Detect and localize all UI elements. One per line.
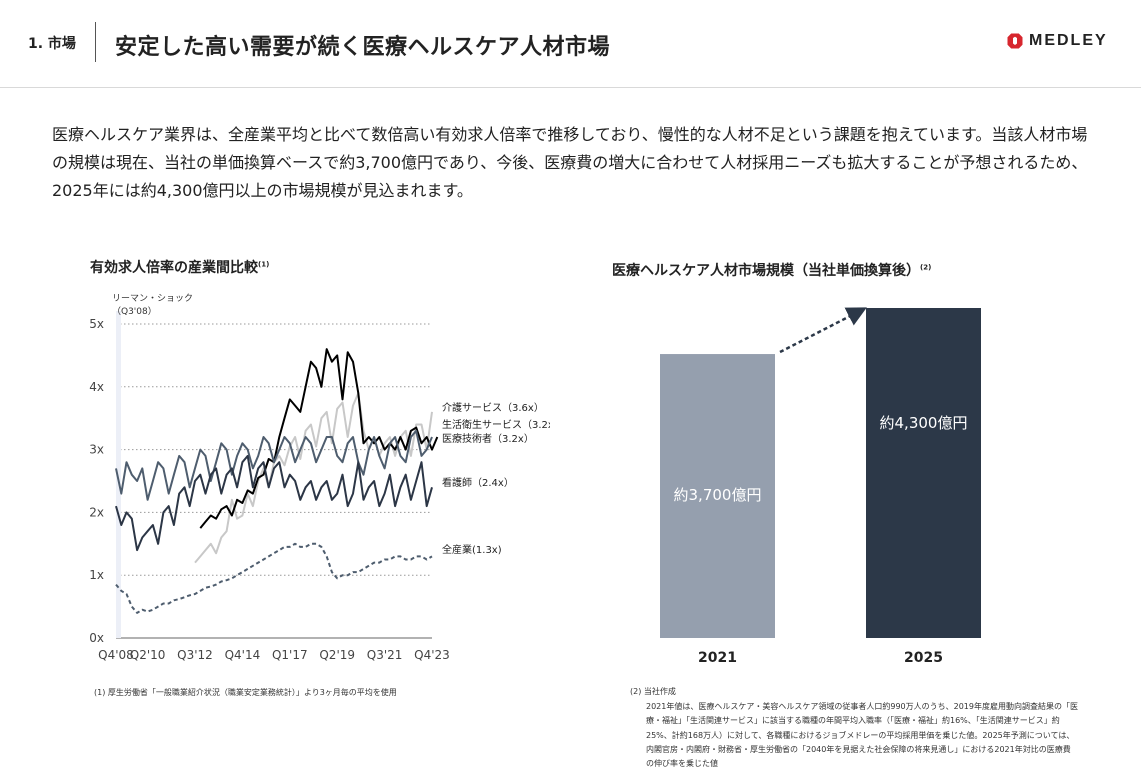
- right-chart-title: 医療ヘルスケア人材市場規模（当社単価換算後）(2): [612, 260, 931, 280]
- section-label: 1. 市場: [28, 36, 76, 52]
- x-tick-label: Q4'14: [225, 648, 261, 662]
- medley-logo: MEDLEY: [1006, 32, 1108, 50]
- x-tick-label: Q4'23: [414, 648, 450, 662]
- series-line-全産業: [115, 542, 433, 614]
- medley-logo-icon: [1007, 33, 1023, 49]
- bar-2021: [660, 354, 775, 638]
- x-tick-label: Q4'08: [98, 648, 134, 662]
- bar-value-label: 約4,300億円: [880, 414, 968, 432]
- right-chart-footnote-head: (2) 当社作成: [630, 687, 676, 696]
- series-label-全産業: 全産業(1.3x): [442, 543, 502, 556]
- left-chart-title: 有効求人倍率の産業間比較(1): [90, 257, 269, 277]
- series-label-介護サービス: 介護サービス（3.6x）: [442, 401, 544, 414]
- series-line-医療技術者: [115, 429, 433, 501]
- bar-category-label: 2025: [904, 650, 943, 666]
- x-tick-label: Q3'12: [177, 648, 213, 662]
- left-chart-title-text: 有効求人倍率の産業間比較: [90, 260, 258, 276]
- x-tick-label: Q3'21: [367, 648, 403, 662]
- page-title: 安定した高い需要が続く医療ヘルスケア人材市場: [115, 35, 611, 60]
- right-chart-title-text: 医療ヘルスケア人材市場規模（当社単価換算後）: [612, 263, 920, 279]
- x-tick-label: Q1'17: [272, 648, 308, 662]
- left-chart-title-note: (1): [258, 260, 270, 269]
- description-text: 医療ヘルスケア業界は、全産業平均と比べて数倍高い有効求人倍率で推移しており、慢性…: [52, 125, 1088, 200]
- series-label-看護師: 看護師（2.4x）: [442, 476, 514, 489]
- right-chart-title-note: (2): [920, 263, 932, 272]
- bar-category-label: 2021: [698, 650, 737, 666]
- series-label-生活衛生サービス: 生活衛生サービス（3.2x）: [442, 418, 550, 431]
- header-divider: [95, 22, 96, 62]
- y-tick-label: 4x: [89, 380, 104, 394]
- x-tick-label: Q2'10: [130, 648, 166, 662]
- series-label-医療技術者: 医療技術者（3.2x）: [442, 432, 534, 445]
- logo-text: MEDLEY: [1029, 32, 1108, 49]
- y-tick-label: 5x: [89, 317, 104, 331]
- growth-arrow: [779, 307, 867, 354]
- y-tick-label: 2x: [89, 505, 104, 519]
- left-chart-footnote: (1) 厚生労働省「一般職業紹介状況（職業安定業務統計）」より3ヶ月毎の平均を使…: [94, 688, 397, 697]
- y-tick-label: 1x: [89, 568, 104, 582]
- series-line-看護師: [115, 454, 433, 552]
- bar-value-label: 約3,700億円: [674, 486, 762, 504]
- lehman-annotation-line1: リーマン・ショック: [112, 293, 193, 304]
- right-chart-footnote-body: 2021年値は、医療ヘルスケア・美容ヘルスケア領域の従事者人口約990万人のうち…: [646, 702, 1078, 769]
- lehman-shock-band: [116, 311, 121, 638]
- series-line-生活衛生サービス: [199, 348, 439, 529]
- series-line-介護サービス: [194, 392, 433, 564]
- job-ratio-line-chart: リーマン・ショック （Q3'08） 介護サービス（3.6x） 生活衛生サービス（3…: [89, 293, 550, 662]
- header: 1. 市場 安定した高い需要が続く医療ヘルスケア人材市場 MEDLEY: [0, 0, 1141, 88]
- x-tick-label: Q2'19: [319, 648, 355, 662]
- market-size-bar-chart: 約3,700億円 2021 約4,300億円 2025: [660, 307, 981, 666]
- bar-2025: [866, 308, 981, 638]
- y-tick-label: 3x: [89, 443, 104, 457]
- y-tick-label: 0x: [89, 631, 104, 645]
- lehman-annotation-line2: （Q3'08）: [112, 306, 157, 317]
